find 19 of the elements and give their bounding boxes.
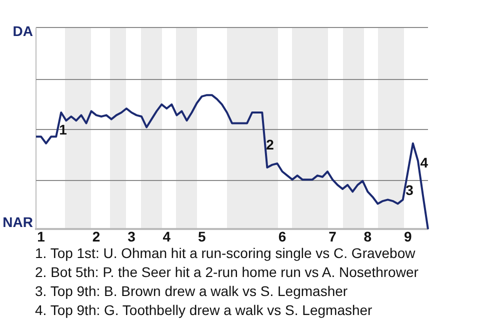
x-tick-label: 4 bbox=[162, 228, 171, 244]
x-tick-label: 9 bbox=[404, 228, 412, 244]
x-tick-label: 3 bbox=[128, 228, 136, 244]
text: DA bbox=[12, 22, 33, 39]
annotation: 3 bbox=[406, 182, 414, 198]
text: 4. Top 9th: G. Toothbelly drew a walk vs S. Legmasher bbox=[35, 301, 374, 320]
x-tick-label: 5 bbox=[198, 228, 206, 244]
text: 3. Top 9th: B. Brown drew a walk vs S. Legmasher bbox=[35, 282, 349, 301]
text: NAR bbox=[2, 214, 33, 230]
x-tick-label: 2 bbox=[92, 228, 100, 244]
x-tick-label: 7 bbox=[328, 228, 337, 244]
text: 2. Bot 5th: P. the Seer hit a 2-run home run vs A. Nosethrower bbox=[35, 263, 418, 282]
text: 1. Top 1st: U. Ohman hit a run-scoring single vs C. Gravebow bbox=[35, 244, 416, 263]
x-tick-label: 1 bbox=[37, 228, 46, 244]
x-tick-label: 6 bbox=[278, 228, 286, 244]
x-tick-label: 8 bbox=[364, 228, 372, 244]
annotation: 1 bbox=[59, 121, 68, 138]
annotation: 4 bbox=[420, 154, 428, 171]
annotation: 2 bbox=[266, 136, 274, 153]
